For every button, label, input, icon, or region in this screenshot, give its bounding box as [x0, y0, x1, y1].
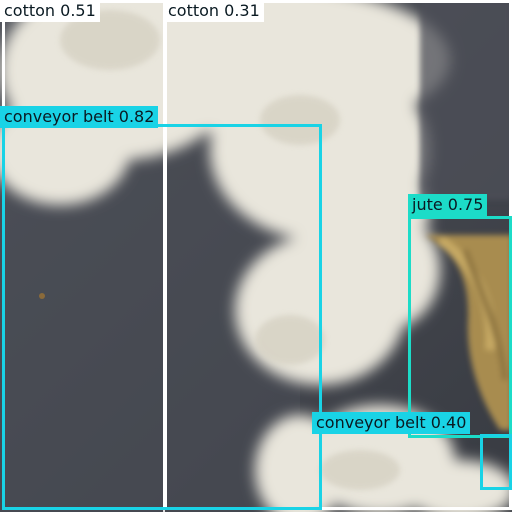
detection-label-cotton-2: cotton 0.31 — [164, 0, 264, 22]
detection-label-jute: jute 0.75 — [408, 194, 488, 216]
detection-label-conveyor-belt-1: conveyor belt 0.82 — [0, 106, 159, 128]
detection-box-conveyor-belt-1 — [2, 124, 322, 510]
detection-label-conveyor-belt-2: conveyor belt 0.40 — [312, 412, 471, 434]
detection-box-jute — [408, 216, 512, 438]
detection-label-cotton-1: cotton 0.51 — [0, 0, 100, 22]
detection-box-conveyor-belt-2 — [480, 434, 512, 490]
